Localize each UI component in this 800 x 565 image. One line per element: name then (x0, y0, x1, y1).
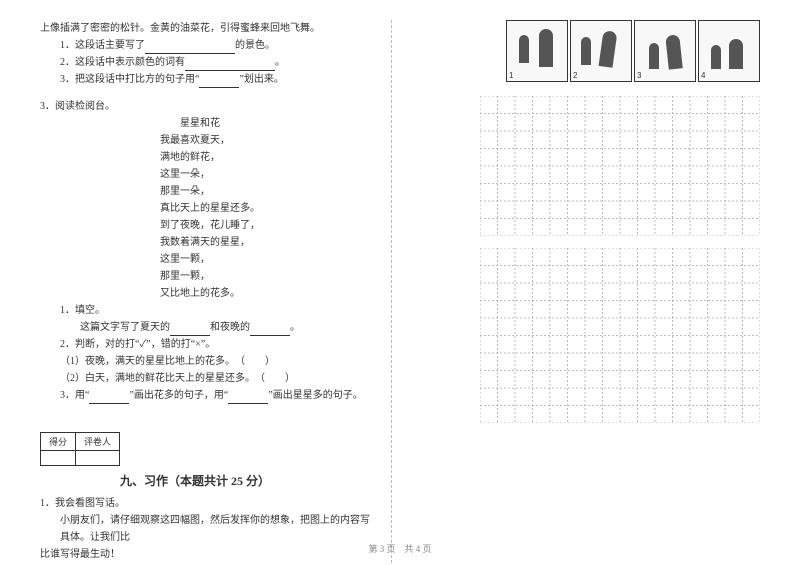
q3: 3．把这段话中打比方的句子用“ ”划出来。 (40, 71, 373, 88)
poem-line: 又比地上的花多。 (40, 285, 373, 302)
writing-grid-a[interactable] (480, 96, 760, 236)
page-footer: 第 3 页 共 4 页 (0, 542, 800, 555)
sub3-c: ”画出星星多的句子。 (268, 390, 362, 401)
poem-line: 那里一颗， (40, 268, 373, 285)
q3-b: ”划出来。 (239, 74, 283, 85)
q1-blank[interactable] (145, 42, 235, 54)
panel-label: 4 (701, 71, 705, 80)
intro-line: 上像插满了密密的松针。金黄的油菜花，引得蜜蜂来回地飞舞。 (40, 20, 373, 37)
sub3-b: ”画出花多的句子，用“ (129, 390, 228, 401)
task1-heading: 1．我会看图写话。 (40, 495, 373, 512)
q2-blank[interactable] (185, 59, 275, 71)
grader-label: 评卷人 (76, 432, 120, 451)
poem-line: 满地的鲜花， (40, 149, 373, 166)
panel-label: 1 (509, 71, 513, 80)
comic-panel: 4 (698, 20, 760, 82)
section3-heading: 3．阅读检阅台。 (40, 98, 373, 115)
poem-title: 星星和花 (40, 115, 373, 132)
poem-line: 那里一朵， (40, 183, 373, 200)
sub1-heading: 1．填空。 (40, 302, 373, 319)
right-column: 1 2 3 4 (422, 20, 760, 563)
comic-panel: 1 (506, 20, 568, 82)
sub3-a: 3．用“ (60, 390, 89, 401)
sub2-a: （1）夜晚，满天的星星比地上的花多。 （ ） (40, 353, 373, 370)
q1-text: 1．这段话主要写了 (60, 40, 145, 51)
sub3-blank1[interactable] (89, 392, 129, 404)
q3-blank[interactable] (199, 76, 239, 88)
sub1-c: 。 (290, 322, 300, 333)
writing-grid-b[interactable] (480, 248, 760, 423)
q2-tail: 。 (275, 57, 285, 68)
grader-value[interactable] (76, 451, 120, 466)
sub3: 3．用“ ”画出花多的句子，用“ ”画出星星多的句子。 (40, 387, 373, 404)
task1-body1: 小朋友们，请仔细观察这四幅图，然后发挥你的想象，把图上的内容写具体。让我们比 (40, 512, 373, 546)
panel-label: 3 (637, 71, 641, 80)
score-label: 得分 (40, 432, 76, 451)
q1-tail: 的景色。 (235, 40, 275, 51)
comic-strip: 1 2 3 4 (427, 20, 760, 82)
sub1-a: 这篇文字写了夏天的 (80, 322, 170, 333)
sub1-blank1[interactable] (170, 324, 210, 336)
poem-line: 真比天上的星星还多。 (40, 200, 373, 217)
score-table: 得分 评卷人 (40, 432, 373, 466)
poem-line: 到了夜晚，花儿睡了， (40, 217, 373, 234)
sub2-heading: 2．判断，对的打“✓”，错的打“×”。 (40, 336, 373, 353)
sub1-blank2[interactable] (250, 324, 290, 336)
q2: 2．这段话中表示颜色的词有 。 (40, 54, 373, 71)
comic-panel: 2 (570, 20, 632, 82)
poem-line: 这里一颗， (40, 251, 373, 268)
score-value[interactable] (40, 451, 76, 466)
sub1-b: 和夜晚的 (210, 322, 250, 333)
section9-title: 九、习作（本题共计 25 分） (40, 472, 373, 489)
poem-line: 我数着满天的星星， (40, 234, 373, 251)
q2-text: 2．这段话中表示颜色的词有 (60, 57, 185, 68)
panel-label: 2 (573, 71, 577, 80)
poem-line: 我最喜欢夏天， (40, 132, 373, 149)
q3-a: 3．把这段话中打比方的句子用“ (60, 74, 199, 85)
comic-panel: 3 (634, 20, 696, 82)
poem-line: 这里一朵， (40, 166, 373, 183)
sub1-line: 这篇文字写了夏天的 和夜晚的 。 (40, 319, 373, 336)
sub3-blank2[interactable] (228, 392, 268, 404)
q1: 1．这段话主要写了 的景色。 (40, 37, 373, 54)
sub2-b: （2）白天，满地的鲜花比天上的星星还多。 （ ） (40, 370, 373, 387)
left-column: 上像插满了密密的松针。金黄的油菜花，引得蜜蜂来回地飞舞。 1．这段话主要写了 的景… (40, 20, 392, 563)
